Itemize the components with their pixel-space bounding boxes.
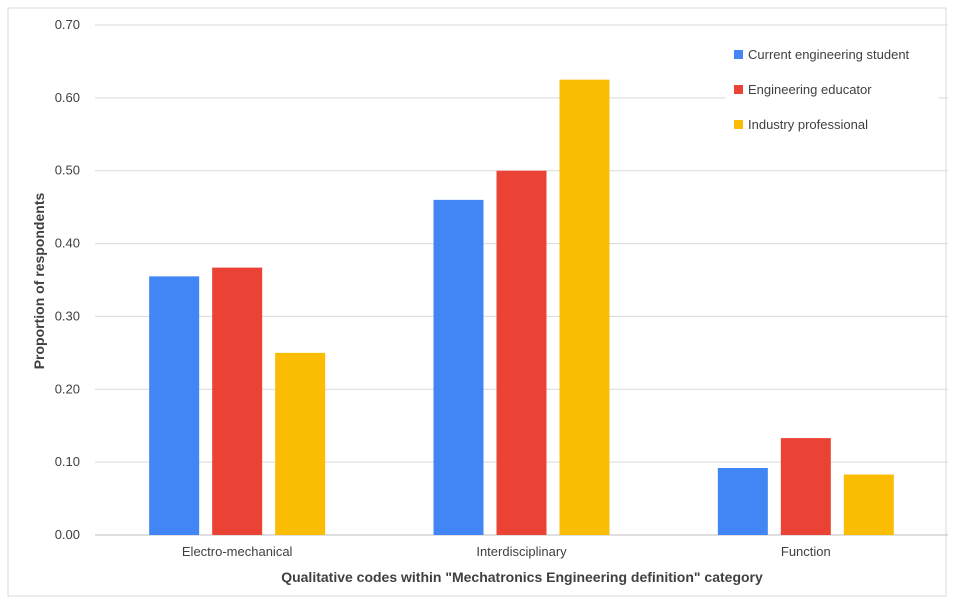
bar: [843, 474, 894, 535]
legend-label: Current engineering student: [748, 47, 910, 62]
y-tick-label: 0.00: [55, 527, 80, 542]
bars: [149, 79, 894, 536]
legend-label: Industry professional: [748, 117, 868, 132]
legend: Current engineering student Engineering e…: [726, 38, 938, 144]
x-category-label: Electro-mechanical: [182, 544, 293, 559]
bar: [496, 170, 547, 535]
bar: [149, 276, 200, 535]
x-axis-title: Qualitative codes within "Mechatronics E…: [281, 569, 763, 585]
y-tick-label: 0.40: [55, 236, 80, 251]
y-tick-label: 0.60: [55, 90, 80, 105]
bar: [717, 467, 768, 535]
bar: [212, 267, 263, 535]
bar: [433, 199, 484, 535]
y-tick-label: 0.30: [55, 308, 80, 323]
x-category-label: Interdisciplinary: [476, 544, 567, 559]
legend-label: Engineering educator: [748, 82, 872, 97]
y-tick-label: 0.50: [55, 163, 80, 178]
y-tick-label: 0.10: [55, 454, 80, 469]
legend-swatch: [734, 50, 743, 59]
y-axis-ticks: 0.00 0.10 0.20 0.30 0.40 0.50 0.60 0.70: [55, 17, 80, 542]
legend-swatch: [734, 120, 743, 129]
bar: [275, 352, 326, 535]
bar: [780, 438, 831, 535]
legend-background: [726, 38, 938, 144]
bar: [559, 79, 610, 536]
y-tick-label: 0.20: [55, 381, 80, 396]
legend-swatch: [734, 85, 743, 94]
x-axis-categories: Electro-mechanical Interdisciplinary Funct…: [182, 544, 831, 559]
x-category-label: Function: [781, 544, 831, 559]
y-tick-label: 0.70: [55, 17, 80, 32]
y-axis-title: Proportion of respondents: [31, 193, 47, 370]
